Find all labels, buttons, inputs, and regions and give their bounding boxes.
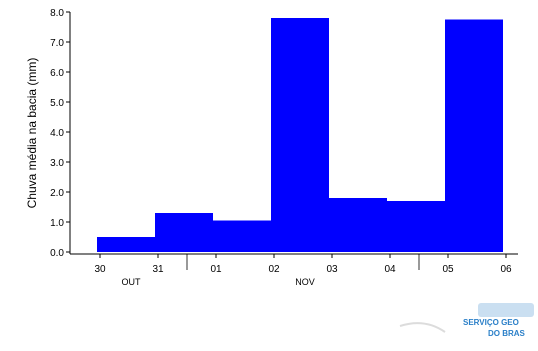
x-ticks-group: 30 31 01 02 03 04 05 06 OUT NOV xyxy=(94,254,512,287)
y-tick-label: 1.0 xyxy=(50,218,64,229)
bar-02 xyxy=(271,18,329,252)
month-label-nov: NOV xyxy=(295,277,315,287)
logo-arc xyxy=(399,322,446,333)
x-tick-label: 06 xyxy=(500,264,512,275)
bar-01 xyxy=(213,220,271,252)
y-tick-label: 5.0 xyxy=(50,98,64,109)
bar-05 xyxy=(445,19,503,252)
y-axis-title: Chuva média na bacia (mm) xyxy=(25,58,39,209)
y-tick-label: 6.0 xyxy=(50,68,64,79)
bar-30 xyxy=(97,237,155,252)
axes-group xyxy=(69,12,518,255)
logo: SERVIÇO GEO DO BRAS xyxy=(399,303,534,338)
y-tick-label: 7.0 xyxy=(50,38,64,49)
x-tick-label: 03 xyxy=(326,264,338,275)
y-tick-label: 3.0 xyxy=(50,158,64,169)
month-label-out: OUT xyxy=(122,277,142,287)
logo-line2: DO BRAS xyxy=(488,329,526,338)
y-tick-label: 4.0 xyxy=(50,128,64,139)
y-tick-label: 0.0 xyxy=(50,248,64,259)
bar-31 xyxy=(155,213,213,252)
x-tick-label: 02 xyxy=(268,264,280,275)
bar-04 xyxy=(387,201,445,252)
logo-line1: SERVIÇO GEO xyxy=(463,318,519,327)
bars-group xyxy=(97,18,503,252)
logo-mark xyxy=(478,303,534,317)
x-tick-label: 01 xyxy=(210,264,222,275)
x-tick-label: 04 xyxy=(384,264,396,275)
x-tick-label: 05 xyxy=(442,264,454,275)
x-tick-label: 31 xyxy=(152,264,164,275)
y-tick-label: 2.0 xyxy=(50,188,64,199)
x-tick-label: 30 xyxy=(94,264,106,275)
bar-03 xyxy=(329,198,387,252)
y-ticks-group: 0.0 1.0 2.0 3.0 4.0 5.0 6.0 7.0 8.0 xyxy=(50,8,70,259)
y-tick-label: 8.0 xyxy=(50,8,64,19)
